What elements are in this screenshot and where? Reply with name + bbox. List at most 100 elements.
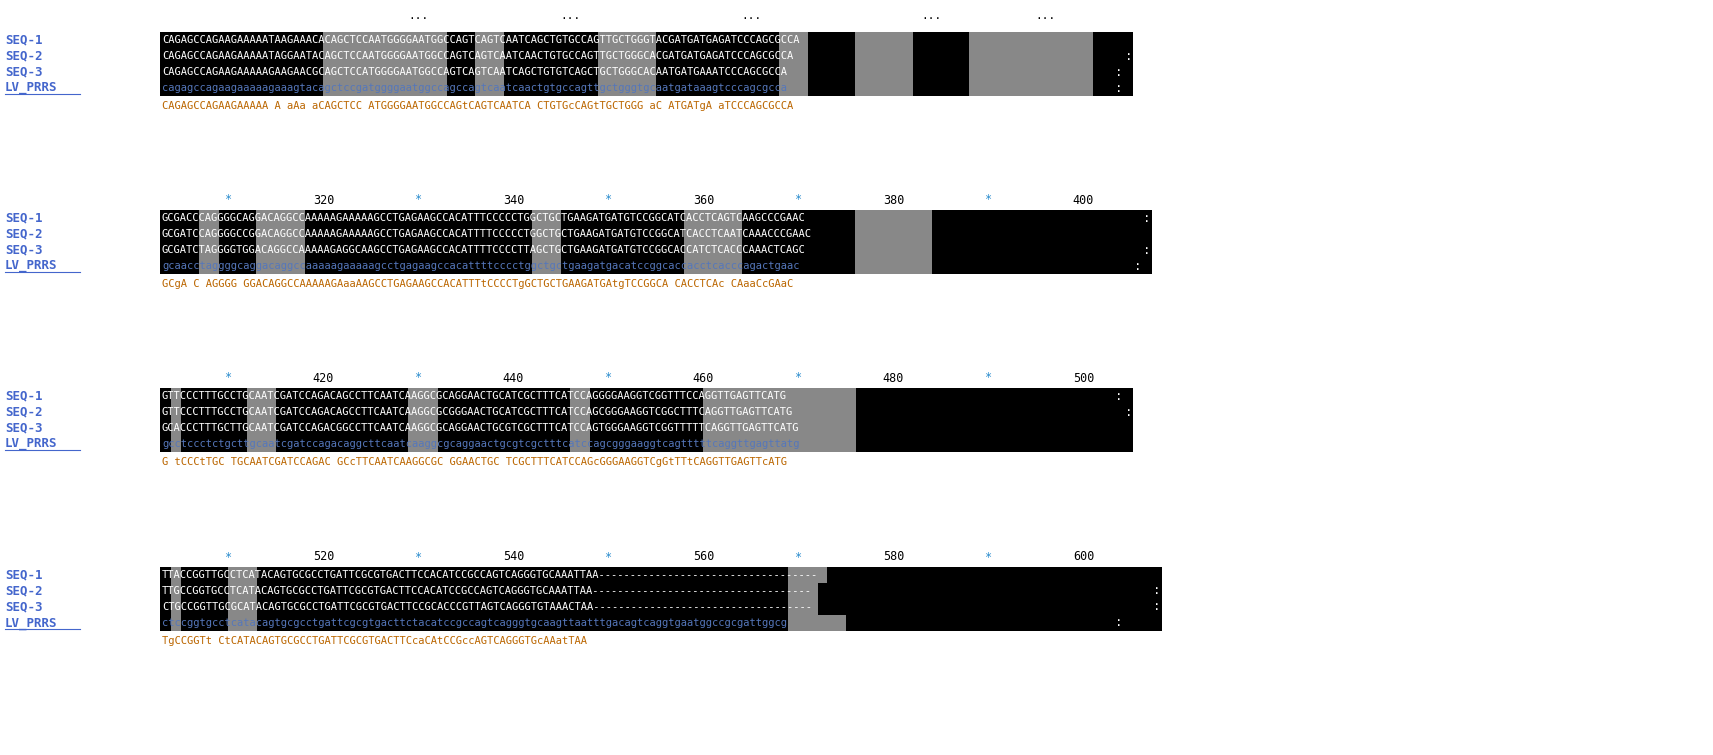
Bar (493, 48, 504, 64)
Bar (475, 64, 485, 80)
Bar (1016, 80, 1026, 96)
Bar (159, 420, 1132, 436)
Bar (903, 80, 913, 96)
Bar (276, 242, 286, 258)
Bar (731, 210, 742, 226)
Bar (341, 32, 351, 48)
Bar (360, 64, 372, 80)
Bar (997, 64, 1007, 80)
Bar (855, 210, 865, 226)
Text: cagagccagaagaaaaagaaagtacagctccgatggggaatggccagccagtcaatcaactgtgccagttgctgggtgca: cagagccagaagaaaaagaaagtacagctccgatggggaa… (163, 83, 786, 93)
Bar (713, 210, 723, 226)
Bar (579, 436, 589, 452)
Bar (437, 80, 447, 96)
Text: :: : (144, 600, 152, 614)
Text: 340: 340 (504, 193, 524, 207)
Bar (171, 615, 182, 631)
Bar (1072, 64, 1084, 80)
Text: ctccggtgcctcatacagtgcgcctgattcgcgtgacttctacatccgccagtcagggtgcaagttaatttgacagtcag: ctccggtgcctcatacagtgcgcctgattcgcgtgacttc… (163, 618, 786, 628)
Bar (987, 64, 999, 80)
Bar (740, 388, 750, 404)
Bar (740, 404, 750, 420)
Text: GTTCCCTTTGCCTGCAATCGATCCAGACAGCCTTCAATCAAGGCGCAGGAACTGCATCGCTTTCATCCAGGGGAAGGTCG: GTTCCCTTTGCCTGCAATCGATCCAGACAGCCTTCAATCA… (163, 391, 786, 401)
Bar (608, 32, 618, 48)
Bar (1007, 64, 1018, 80)
Bar (1053, 80, 1064, 96)
Text: :: : (144, 66, 152, 79)
Bar (199, 258, 209, 274)
Bar (778, 436, 790, 452)
Bar (322, 48, 332, 64)
Bar (807, 615, 817, 631)
Bar (569, 388, 581, 404)
Bar (159, 210, 1153, 226)
Bar (531, 242, 541, 258)
Bar (171, 599, 182, 615)
Bar (427, 420, 437, 436)
Bar (721, 258, 731, 274)
Bar (855, 258, 865, 274)
Bar (874, 242, 884, 258)
Bar (798, 80, 809, 96)
Bar (1035, 48, 1045, 64)
Bar (276, 258, 286, 274)
Bar (778, 404, 790, 420)
Bar (408, 48, 418, 64)
Text: :: : (1115, 617, 1122, 630)
Bar (617, 48, 627, 64)
Bar (579, 420, 589, 436)
Bar (266, 210, 276, 226)
Bar (531, 258, 541, 274)
Bar (892, 242, 903, 258)
Bar (485, 64, 495, 80)
Bar (892, 258, 903, 274)
Bar (987, 32, 999, 48)
Bar (617, 80, 627, 96)
Bar (713, 420, 723, 436)
Bar (370, 32, 380, 48)
Bar (1016, 64, 1026, 80)
Bar (427, 48, 437, 64)
Bar (721, 242, 731, 258)
Bar (788, 599, 798, 615)
Bar (1035, 64, 1045, 80)
Bar (836, 436, 846, 452)
Text: TTACCGGTTGCCTCATACAGTGCGCCTGATTCGCGTGACTTCCACATCCGCCAGTCAGGGTGCAAATTAA----------: TTACCGGTTGCCTCATACAGTGCGCCTGATTCGCGTGACT… (163, 570, 819, 580)
Bar (569, 420, 581, 436)
Text: LV_PRRS: LV_PRRS (5, 437, 58, 451)
Bar (874, 210, 884, 226)
Bar (788, 48, 798, 64)
Text: 580: 580 (882, 550, 904, 563)
Bar (284, 210, 295, 226)
Text: :: : (144, 437, 152, 451)
Bar (807, 436, 817, 452)
Bar (978, 80, 988, 96)
Bar (493, 64, 504, 80)
Text: :: : (144, 211, 152, 224)
Bar (1053, 64, 1064, 80)
Text: *: * (795, 193, 802, 207)
Bar (721, 404, 731, 420)
Text: G tCCCtTGC TGCAATCGATCCAGAC GCcTTCAATCAAGGCGC GGAACTGC TCGCTTTCATCCAGcGGGAAGGTCg: G tCCCtTGC TGCAATCGATCCAGAC GCcTTCAATCAA… (163, 457, 786, 467)
Bar (788, 436, 798, 452)
Text: :: : (1144, 244, 1151, 257)
Bar (236, 599, 247, 615)
Bar (159, 583, 1161, 599)
Bar (1035, 32, 1045, 48)
Bar (855, 32, 865, 48)
Bar (798, 388, 809, 404)
Bar (1064, 64, 1074, 80)
Bar (845, 436, 855, 452)
Bar (209, 210, 219, 226)
Text: :: : (1144, 211, 1151, 224)
Bar (882, 64, 894, 80)
Bar (636, 48, 646, 64)
Bar (171, 404, 182, 420)
Bar (408, 64, 418, 80)
Bar (683, 242, 694, 258)
Bar (788, 404, 798, 420)
Text: :: : (144, 569, 152, 581)
Bar (418, 80, 428, 96)
Bar (370, 80, 380, 96)
Bar (399, 80, 409, 96)
